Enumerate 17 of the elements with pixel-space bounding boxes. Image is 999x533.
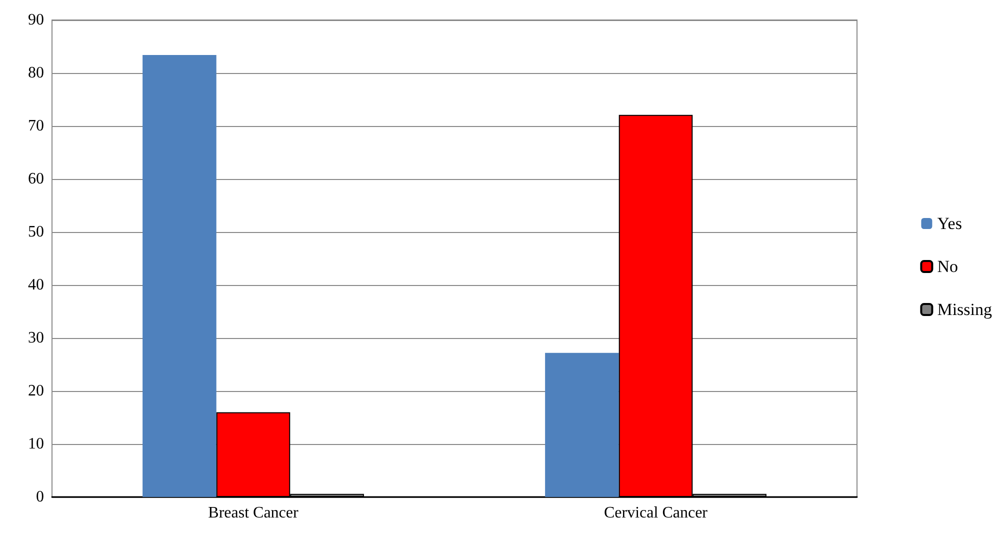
y-tick-label: 60	[28, 170, 44, 188]
legend-label: No	[937, 257, 958, 276]
y-tick-label: 90	[28, 12, 44, 28]
y-tick-label: 50	[28, 224, 44, 240]
y-tick-label: 20	[28, 382, 44, 400]
x-tick-label: Cervical Cancer	[604, 504, 708, 522]
y-tick-label: 70	[28, 118, 44, 134]
legend-label: Missing	[937, 300, 992, 319]
y-tick-label: 0	[36, 488, 44, 506]
y-tick-label: 80	[28, 64, 44, 82]
bar	[142, 54, 216, 497]
y-tick-label: 30	[28, 330, 44, 346]
legend-label: Yes	[937, 214, 962, 233]
y-tick-label: 40	[28, 276, 44, 294]
x-tick-label: Breast Cancer	[208, 504, 300, 522]
bar	[545, 352, 619, 497]
y-tick-label: 10	[28, 436, 44, 452]
